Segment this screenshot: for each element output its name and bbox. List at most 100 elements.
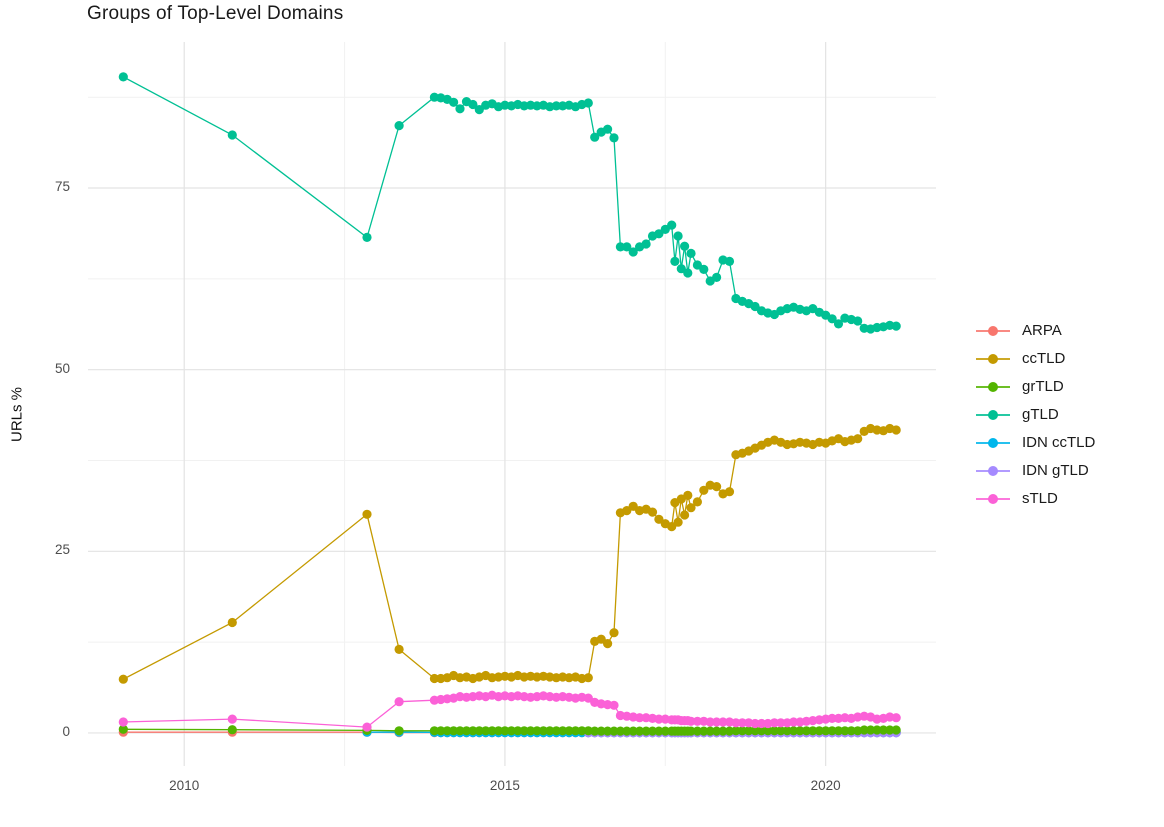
data-point — [118, 724, 128, 734]
data-point — [801, 726, 812, 736]
data-point — [878, 725, 889, 735]
data-point — [756, 718, 767, 729]
data-point — [468, 726, 478, 736]
data-point — [532, 726, 542, 736]
legend-item-stld: sTLD — [976, 488, 1095, 509]
data-point — [564, 726, 574, 736]
data-point — [676, 264, 686, 274]
data-point — [628, 726, 638, 736]
y-tick-label: 50 — [54, 360, 70, 376]
data-point — [776, 726, 786, 736]
legend: ARPA ccTLD grTLD gTLD IDN ccTLD IDN gTLD sTLD — [976, 320, 1095, 509]
data-point — [750, 726, 760, 736]
data-point — [660, 726, 670, 736]
data-point — [461, 726, 472, 736]
legend-item-idn-gtld: IDN gTLD — [976, 460, 1095, 481]
legend-line-dot-icon — [976, 323, 1010, 339]
data-point — [583, 673, 593, 683]
data-point — [670, 256, 680, 266]
data-point — [891, 725, 901, 735]
chart-title: Groups of Top-Level Domains — [87, 3, 344, 24]
data-point — [712, 272, 722, 282]
data-point — [731, 718, 741, 728]
data-point — [394, 697, 404, 707]
data-point — [686, 716, 696, 726]
data-point — [227, 714, 237, 724]
data-point — [667, 220, 677, 230]
data-point — [699, 485, 709, 495]
data-point — [712, 726, 722, 736]
data-point — [577, 726, 587, 736]
data-point — [776, 718, 786, 728]
y-tick-label: 0 — [62, 723, 70, 739]
data-point — [362, 509, 372, 519]
legend-item-label: IDN gTLD — [1022, 462, 1089, 479]
data-point — [635, 713, 645, 723]
legend-item-label: grTLD — [1022, 378, 1064, 395]
data-point — [603, 124, 613, 134]
data-point — [789, 717, 799, 727]
data-point — [654, 726, 664, 736]
data-point — [227, 725, 237, 735]
x-tick-label: 2020 — [810, 778, 841, 793]
legend-item-arpa: ARPA — [976, 320, 1095, 341]
data-point — [474, 726, 484, 736]
data-point — [394, 726, 404, 736]
data-point — [782, 726, 792, 736]
data-point — [769, 726, 780, 736]
data-point — [827, 713, 837, 724]
legend-line-dot-icon — [976, 435, 1010, 451]
data-point — [609, 726, 619, 736]
series-cctld — [118, 423, 901, 684]
data-point — [705, 726, 715, 736]
data-point — [885, 725, 895, 735]
data-point — [827, 314, 837, 324]
data-point — [673, 231, 683, 241]
data-point — [647, 507, 658, 517]
data-point — [609, 700, 619, 710]
data-point — [683, 490, 693, 500]
data-point — [545, 726, 555, 736]
data-point — [699, 726, 709, 736]
data-point — [500, 726, 510, 736]
data-point — [789, 726, 799, 736]
data-point — [551, 726, 561, 736]
data-point — [667, 522, 677, 532]
data-point — [227, 617, 237, 628]
legend-item-label: ccTLD — [1022, 350, 1066, 367]
data-point — [394, 644, 404, 655]
data-point — [737, 726, 747, 736]
data-point — [118, 674, 128, 684]
data-point — [609, 628, 619, 638]
data-point — [538, 726, 549, 736]
data-point — [590, 726, 600, 736]
data-point — [795, 726, 805, 736]
data-point — [891, 321, 901, 331]
data-point — [590, 132, 600, 142]
data-point — [551, 101, 561, 111]
legend-item-grtld: grTLD — [976, 376, 1095, 397]
data-point — [526, 726, 536, 736]
series-grtld — [118, 724, 901, 736]
data-point — [436, 726, 446, 736]
data-point — [442, 726, 452, 736]
data-point — [833, 726, 844, 736]
data-point — [866, 725, 876, 735]
data-point — [362, 722, 372, 732]
data-point — [718, 717, 728, 727]
data-point — [846, 726, 856, 736]
legend-line-dot-icon — [976, 379, 1010, 395]
data-point — [603, 726, 613, 736]
data-point — [647, 726, 658, 736]
data-point — [603, 639, 613, 649]
data-point — [853, 316, 863, 326]
legend-line-dot-icon — [976, 491, 1010, 507]
data-point — [692, 716, 703, 726]
legend-item-label: sTLD — [1022, 490, 1058, 507]
data-point — [596, 634, 606, 644]
data-point — [692, 260, 703, 270]
legend-line-dot-icon — [976, 351, 1010, 367]
data-point — [680, 241, 690, 251]
data-point — [750, 718, 760, 729]
